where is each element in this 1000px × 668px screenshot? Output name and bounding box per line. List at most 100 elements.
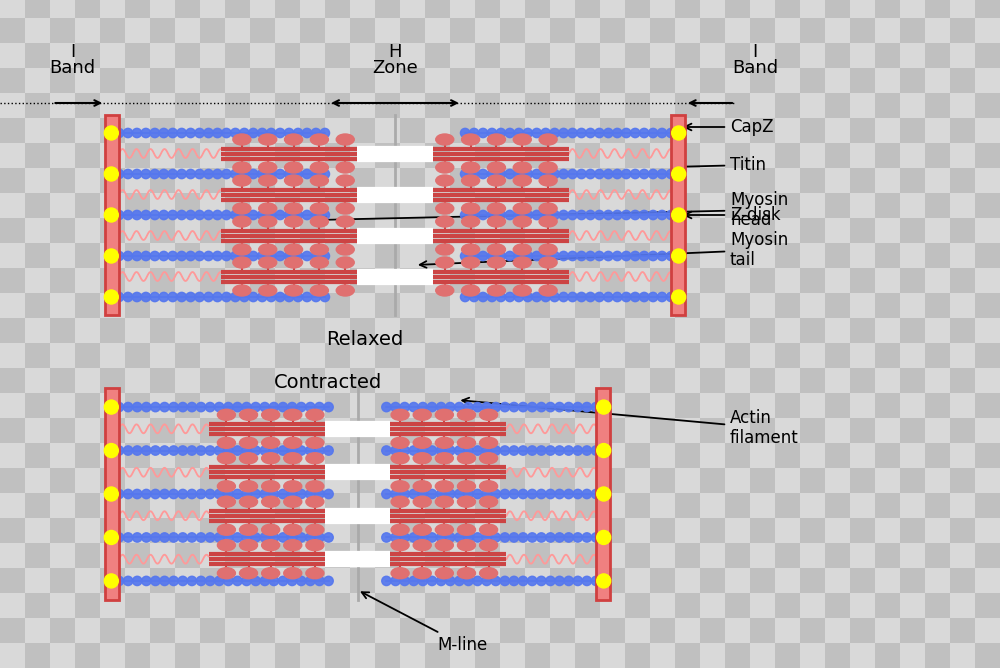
Ellipse shape	[435, 540, 453, 550]
Circle shape	[532, 128, 541, 138]
Circle shape	[648, 128, 658, 138]
Bar	[575, 118, 600, 143]
Circle shape	[150, 293, 159, 302]
Bar	[50, 593, 75, 618]
Circle shape	[496, 210, 506, 220]
Circle shape	[573, 576, 582, 586]
Bar	[700, 468, 725, 493]
Bar	[800, 468, 825, 493]
Circle shape	[240, 169, 249, 178]
Bar	[450, 443, 475, 468]
Circle shape	[114, 446, 124, 455]
Bar	[225, 443, 250, 468]
Circle shape	[509, 490, 519, 499]
Circle shape	[657, 293, 667, 302]
Bar	[700, 143, 725, 168]
Bar	[450, 268, 475, 293]
Bar	[375, 93, 400, 118]
Bar	[175, 543, 200, 568]
Bar	[725, 43, 750, 68]
Circle shape	[591, 402, 601, 411]
Bar	[250, 443, 275, 468]
Bar	[0, 443, 25, 468]
Circle shape	[482, 533, 491, 542]
Bar	[25, 418, 50, 443]
Bar	[425, 18, 450, 43]
Bar	[275, 243, 300, 268]
Bar	[150, 43, 175, 68]
Bar	[950, 193, 975, 218]
Ellipse shape	[457, 496, 475, 507]
Bar	[125, 93, 150, 118]
Circle shape	[478, 169, 488, 178]
Circle shape	[187, 446, 197, 455]
Bar	[400, 218, 425, 243]
Bar	[775, 68, 800, 93]
Circle shape	[582, 446, 592, 455]
Bar	[100, 0, 125, 18]
Circle shape	[123, 293, 133, 302]
Bar	[25, 93, 50, 118]
Bar	[350, 118, 375, 143]
Ellipse shape	[480, 409, 498, 420]
Bar	[625, 193, 650, 218]
Bar	[575, 268, 600, 293]
Bar	[75, 143, 100, 168]
Circle shape	[537, 490, 546, 499]
Bar	[450, 518, 475, 543]
Bar	[100, 443, 125, 468]
Bar	[500, 118, 525, 143]
Ellipse shape	[480, 540, 498, 550]
Circle shape	[478, 293, 488, 302]
Bar	[575, 418, 600, 443]
Bar	[250, 393, 275, 418]
Circle shape	[460, 210, 470, 220]
Bar	[400, 193, 425, 218]
Bar	[900, 393, 925, 418]
Circle shape	[500, 402, 510, 411]
Circle shape	[400, 533, 409, 542]
Bar	[675, 393, 700, 418]
Circle shape	[213, 251, 222, 261]
Bar	[400, 293, 425, 318]
Circle shape	[215, 490, 224, 499]
Bar	[325, 418, 350, 443]
Bar	[525, 443, 550, 468]
Bar	[275, 368, 300, 393]
Bar	[925, 643, 950, 668]
Bar	[800, 18, 825, 43]
Bar	[650, 518, 675, 543]
Circle shape	[196, 533, 206, 542]
Circle shape	[205, 446, 215, 455]
Bar	[100, 68, 125, 93]
Bar	[175, 293, 200, 318]
Bar	[900, 43, 925, 68]
Bar	[150, 468, 175, 493]
Bar	[375, 243, 400, 268]
Ellipse shape	[284, 524, 302, 535]
Circle shape	[478, 251, 488, 261]
Bar	[675, 218, 700, 243]
Bar	[500, 418, 525, 443]
Bar	[725, 418, 750, 443]
Bar	[200, 618, 225, 643]
Ellipse shape	[435, 568, 453, 578]
Bar	[975, 518, 1000, 543]
Bar	[325, 268, 350, 293]
Bar	[600, 43, 625, 68]
Bar	[225, 368, 250, 393]
Bar	[25, 243, 50, 268]
Text: M-line: M-line	[362, 593, 488, 654]
Bar	[200, 93, 225, 118]
Circle shape	[240, 251, 249, 261]
Bar	[275, 493, 300, 518]
Circle shape	[297, 533, 306, 542]
Circle shape	[249, 293, 258, 302]
Bar	[925, 618, 950, 643]
Circle shape	[639, 251, 649, 261]
Circle shape	[186, 293, 195, 302]
Circle shape	[195, 128, 204, 138]
Circle shape	[532, 169, 541, 178]
Bar	[525, 168, 550, 193]
Bar	[0, 618, 25, 643]
